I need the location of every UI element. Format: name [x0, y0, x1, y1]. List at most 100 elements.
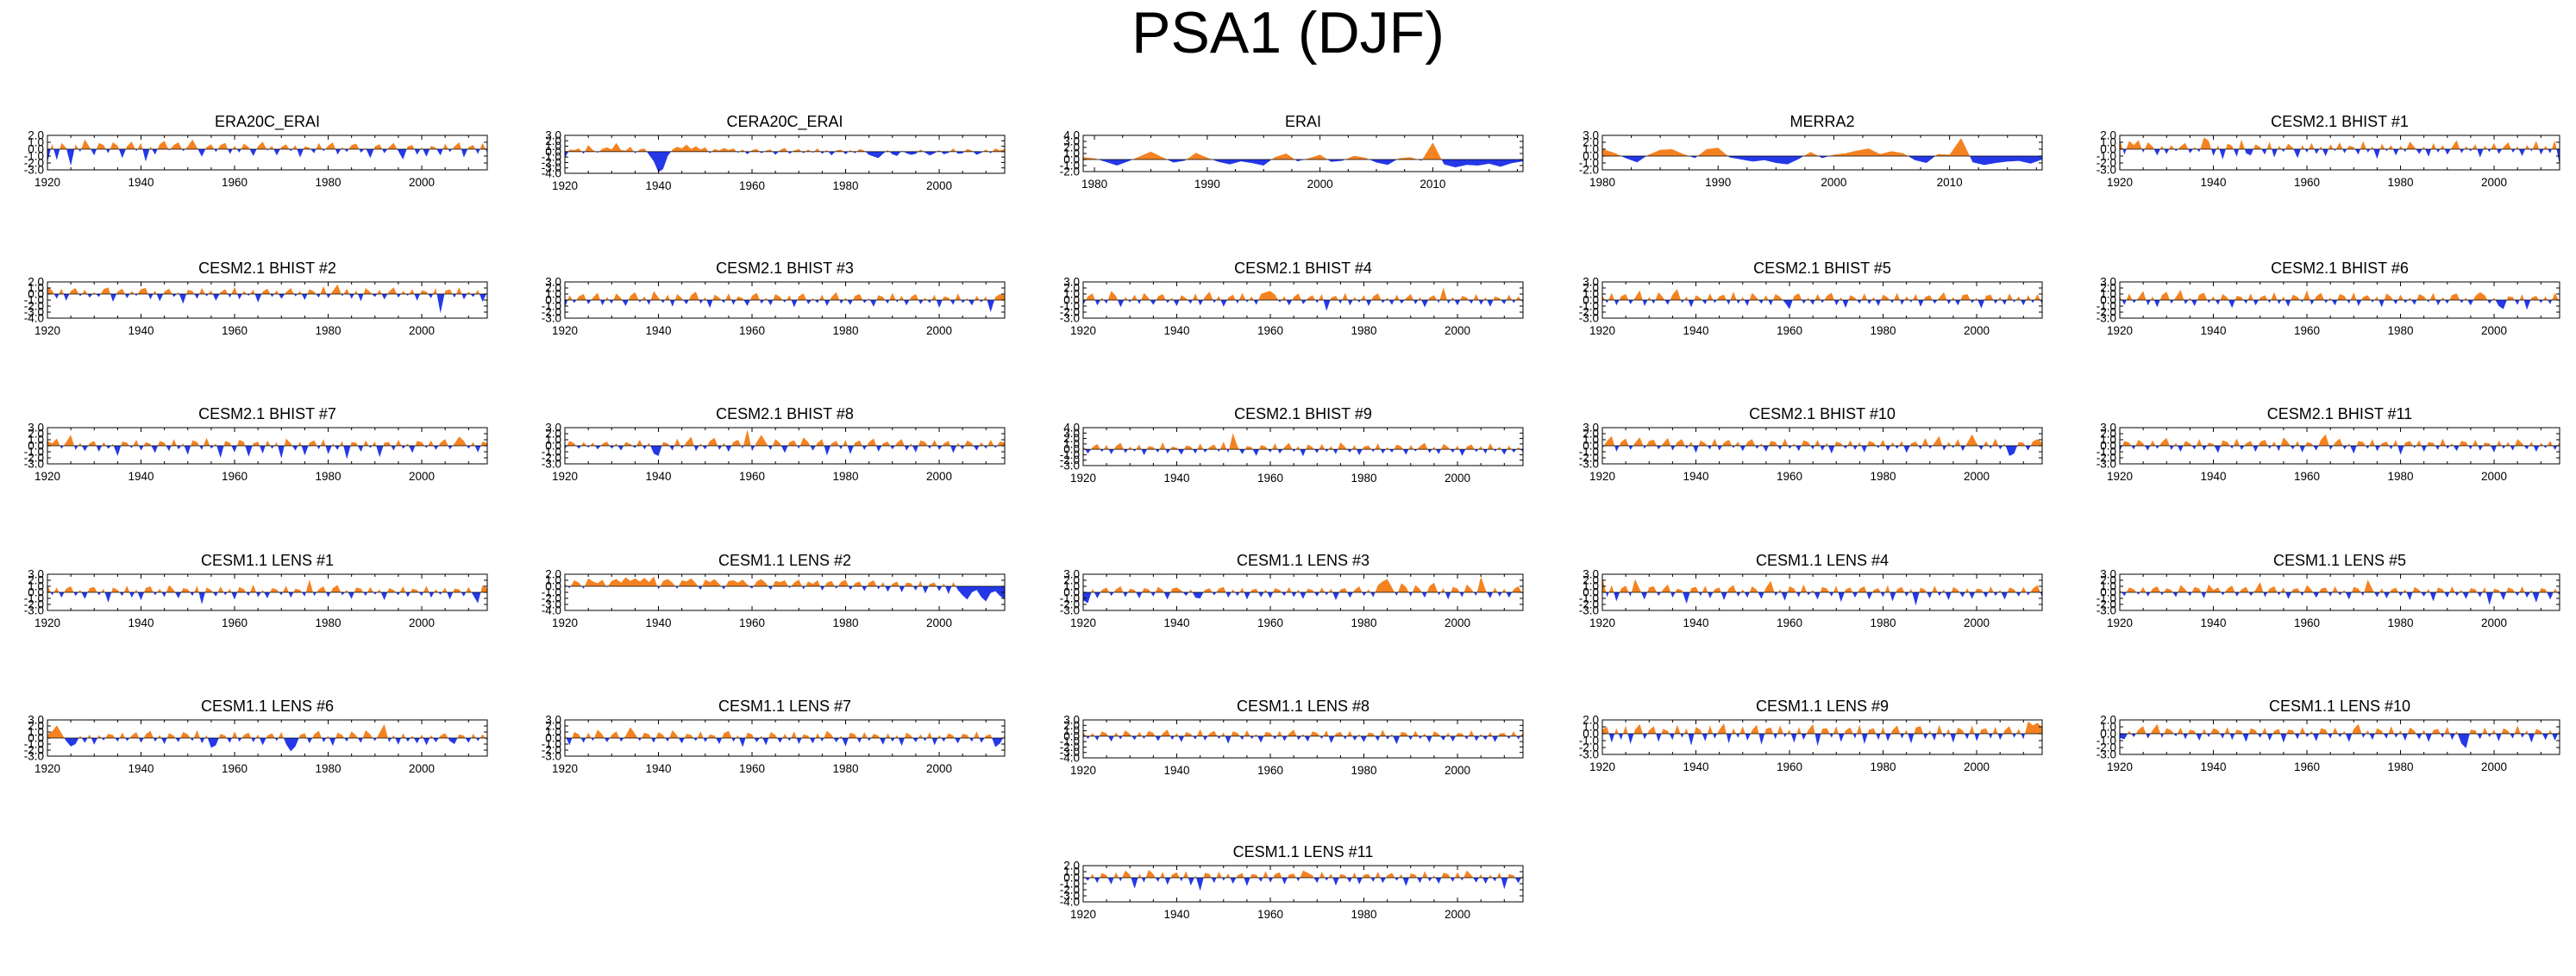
negative-area [1602, 734, 2042, 747]
x-tick-label: 1940 [1683, 324, 1708, 337]
x-tick-label: 2000 [1964, 760, 1990, 773]
y-tick-label: -2.0 [2097, 452, 2116, 465]
positive-area [2120, 290, 2560, 300]
x-tick-label: 1980 [2388, 616, 2414, 629]
y-tick-label: 0.0 [1583, 294, 1599, 307]
chart-panel: ERAI 4.0 3.0 2.0 1.0 0.0 -1.0 -2.0 1980 1990 2000 2… [1036, 108, 1524, 246]
y-tick-label: 1.0 [28, 726, 44, 739]
chart-panel: CESM2.1 BHIST #4 3.0 2.0 1.0 0.0 -1.0 -2.0 -3.0… [1036, 254, 1524, 392]
x-tick-label: 1960 [1257, 764, 1283, 777]
y-tick-label: 0.0 [1063, 294, 1080, 307]
x-tick-label: 1980 [2388, 176, 2414, 189]
x-tick-label: 1940 [128, 470, 154, 483]
x-tick-label: 1940 [2200, 324, 2226, 337]
y-tick-label: -1.0 [1060, 735, 1080, 748]
y-tick-label: 0.0 [28, 440, 44, 453]
plot-frame [2119, 719, 2560, 755]
y-tick-label: 1.0 [1583, 721, 1599, 734]
y-tick-label: -3.0 [24, 306, 44, 319]
x-tick-label: 1960 [222, 616, 248, 629]
y-tick-label: -3.0 [542, 750, 561, 763]
y-tick-label: -3.0 [1060, 890, 1080, 903]
x-tick-label: 1940 [2200, 176, 2226, 189]
y-tick-label: 3.0 [545, 276, 561, 289]
x-tick-label: 1920 [34, 762, 60, 775]
y-tick-label: -3.0 [1060, 746, 1080, 759]
y-tick-label: 3.0 [2100, 568, 2116, 581]
panel-title: CESM2.1 BHIST #4 [1234, 260, 1372, 277]
positive-area [47, 284, 487, 294]
negative-area [1602, 446, 2042, 456]
y-tick-label: 2.0 [2100, 129, 2116, 142]
y-tick-label: -1.0 [1579, 735, 1599, 748]
x-tick-label: 1940 [645, 762, 671, 775]
x-tick-label: 1940 [1163, 764, 1189, 777]
negative-area [565, 446, 1005, 456]
chart-panel: CESM2.1 BHIST #10 3.0 2.0 1.0 0.0 -1.0 -2.0 -3.… [1555, 400, 2043, 538]
x-tick-label: 1920 [2107, 470, 2133, 483]
chart-panel: CESM1.1 LENS #5 3.0 2.0 1.0 0.0 -1.0 -2.0 -3.0 1… [2072, 547, 2560, 685]
y-tick-label: -1.0 [24, 150, 44, 163]
negative-area [47, 294, 487, 314]
x-tick-label: 1980 [1351, 472, 1377, 485]
x-tick-label: 1920 [34, 176, 60, 189]
chart-svg: CESM1.1 LENS #8 3.02.01.00.0-1.0-2.0-3.0-… [1060, 698, 1524, 777]
negative-area [1602, 156, 2042, 166]
y-tick-label: -2.0 [542, 452, 561, 465]
y-tick-label: 0.0 [1583, 440, 1599, 453]
y-tick-label: 1.0 [545, 288, 561, 301]
chart-svg: CESM1.1 LENS #10 2.01.00.0-1.0-2.0-3.0192… [2097, 698, 2560, 773]
x-tick-label: 1920 [34, 616, 60, 629]
y-tick-label: 1.0 [28, 434, 44, 447]
y-tick-label: 1.0 [1583, 434, 1599, 447]
y-tick-label: -1.0 [542, 151, 561, 164]
negative-area [1083, 160, 1523, 168]
y-tick-label: 2.0 [1583, 714, 1599, 727]
y-tick-label: 1.0 [1583, 143, 1599, 156]
y-tick-label: 1.0 [2100, 136, 2116, 149]
x-tick-label: 2000 [926, 470, 952, 483]
x-tick-label: 2000 [2481, 616, 2507, 629]
y-tick-label: 0.0 [28, 143, 44, 156]
x-tick-label: 1960 [222, 324, 248, 337]
x-tick-label: 2000 [1821, 176, 1846, 189]
y-tick-label: -1.0 [24, 738, 44, 751]
y-tick-label: -1.0 [2097, 592, 2116, 605]
panel-title: CESM1.1 LENS #8 [1237, 698, 1369, 715]
x-tick-label: 2000 [2481, 324, 2507, 337]
y-tick-label: 1.0 [28, 580, 44, 593]
y-tick-label: 0.0 [545, 294, 561, 307]
chart-svg: CESM1.1 LENS #11 2.01.00.0-1.0-2.0-3.0-4.… [1060, 843, 1524, 921]
y-tick-label: -1.0 [2097, 446, 2116, 459]
y-tick-label: 2.0 [2100, 282, 2116, 295]
y-tick-label: -3.0 [2097, 458, 2116, 471]
x-tick-label: 1940 [128, 762, 154, 775]
panel-title: CESM2.1 BHIST #5 [1753, 260, 1891, 277]
chart-panel: CESM1.1 LENS #2 2.0 1.0 0.0 -1.0 -2.0 -3.0 -4.0… [517, 547, 1006, 685]
y-tick-label: -1.0 [2097, 300, 2116, 313]
y-tick-label: 3.0 [2100, 422, 2116, 435]
y-tick-label: -1.0 [1579, 446, 1599, 459]
positive-area [1602, 289, 2042, 300]
negative-area [565, 151, 993, 172]
negative-area [565, 300, 1005, 312]
x-tick-label: 1920 [552, 470, 578, 483]
y-tick-label: -2.0 [24, 300, 44, 313]
y-tick-label: -1.0 [542, 300, 561, 313]
chart-svg: CESM2.1 BHIST #6 3.02.01.00.0-1.0-2.0-3.0… [2097, 260, 2560, 337]
panel-title: ERAI [1285, 113, 1321, 130]
panel-title: CESM1.1 LENS #10 [2269, 698, 2410, 715]
panel-title: CESM2.1 BHIST #3 [716, 260, 854, 277]
positive-area [1083, 142, 1523, 160]
negative-area [1083, 449, 1523, 457]
chart-svg: CESM1.1 LENS #9 2.01.00.0-1.0-2.0-3.01920… [1579, 698, 2043, 773]
panel-title: CESM2.1 BHIST #6 [2271, 260, 2409, 277]
x-tick-label: 1960 [739, 470, 765, 483]
y-tick-label: 1.0 [545, 140, 561, 153]
y-tick-label: -3.0 [1579, 604, 1599, 617]
y-tick-label: -1.0 [1579, 157, 1599, 170]
y-tick-label: -3.0 [24, 458, 44, 471]
